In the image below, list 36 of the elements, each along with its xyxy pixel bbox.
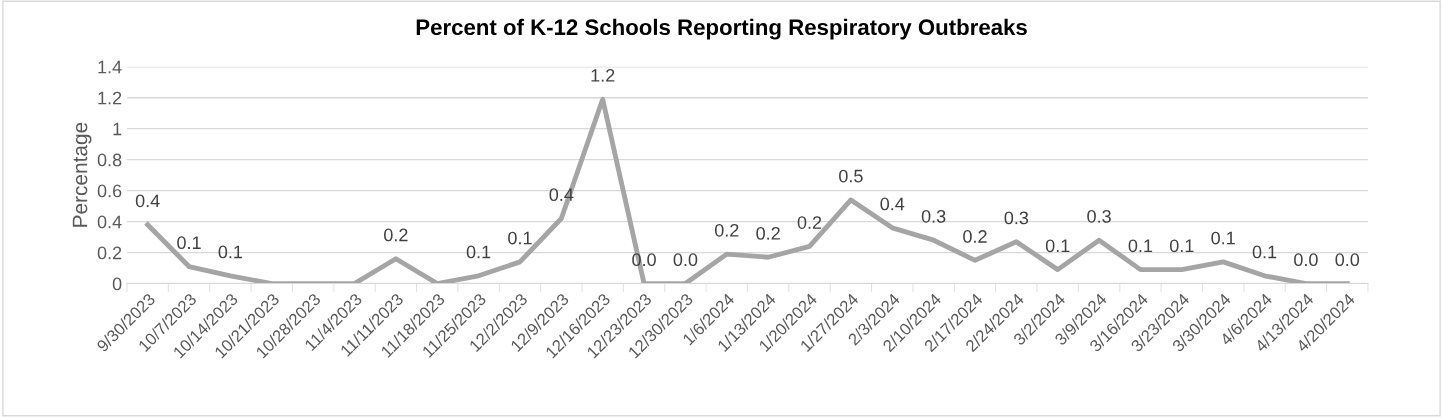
y-tick-label: 1 <box>113 122 122 136</box>
data-label: 0.2 <box>714 223 739 237</box>
data-label: 0.1 <box>1252 245 1277 259</box>
data-label: 0.2 <box>384 228 408 242</box>
data-label: 0.1 <box>177 236 201 250</box>
chart-title: Percent of K-12 Schools Reporting Respiratory Outbreaks <box>416 18 1027 40</box>
data-label: 0.1 <box>1169 239 1194 253</box>
data-label: 0.5 <box>839 169 863 183</box>
data-label: 0.1 <box>218 245 243 259</box>
data-label: 1.2 <box>591 69 615 82</box>
y-tick-label: 0 <box>112 277 122 291</box>
y-tick-label: 0.6 <box>97 184 122 198</box>
y-tick-label: 1.4 <box>98 60 122 74</box>
data-label: 0.4 <box>135 194 160 208</box>
y-tick-label: 0.4 <box>97 215 122 229</box>
data-label: 0.4 <box>880 197 905 211</box>
data-label: 0.3 <box>921 209 946 223</box>
data-label: 0.1 <box>1128 239 1153 253</box>
data-label: 0.0 <box>673 253 698 267</box>
data-label: 0.3 <box>1087 209 1111 223</box>
data-label: 0.1 <box>508 231 532 245</box>
y-tick-label: 1.2 <box>98 91 122 105</box>
data-label: 0.2 <box>797 216 822 229</box>
data-label: 0.2 <box>756 226 780 240</box>
data-label: 0.0 <box>1294 253 1318 267</box>
y-tick-label: 0.8 <box>97 153 122 167</box>
data-label: 0.0 <box>1335 253 1360 267</box>
y-axis-title: Percentage <box>72 122 92 227</box>
data-label: 0.2 <box>963 230 987 243</box>
data-label: 0.3 <box>1004 211 1029 225</box>
data-label: 0.4 <box>549 188 574 202</box>
data-label: 0.0 <box>632 253 656 267</box>
data-label: 0.1 <box>466 245 491 259</box>
data-label: 0.1 <box>1211 231 1235 245</box>
y-tick-label: 0.2 <box>97 246 122 260</box>
data-label: 0.1 <box>1045 239 1070 253</box>
